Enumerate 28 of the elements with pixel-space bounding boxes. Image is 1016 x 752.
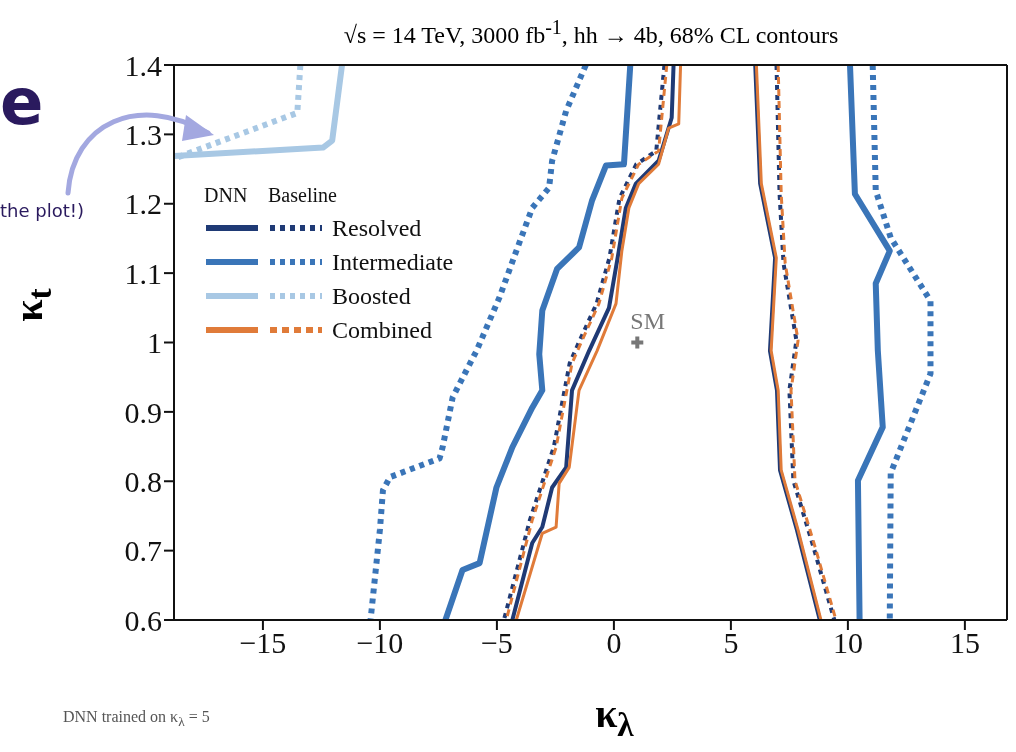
- chart-title: √s = 14 TeV, 3000 fb$^{-1}$, hh → 4b, 68% CL contours: [342, 16, 840, 49]
- y-tick-label: 1: [147, 326, 162, 360]
- y-tick-label: 0.9: [124, 395, 162, 429]
- y-tick-label: 1.3: [124, 118, 162, 152]
- legend-label: Boosted: [332, 282, 411, 310]
- series-label: SM: [630, 307, 665, 334]
- x-tick-label: 15: [949, 626, 980, 660]
- text: DNN trained on κ$_{λ}$ = 5: [63, 708, 210, 731]
- legend-label: Resolved: [332, 214, 422, 242]
- x-tick-label: −10: [356, 626, 404, 660]
- y-tick-label: 0.7: [124, 534, 162, 568]
- text: the plot!): [0, 200, 84, 221]
- y-tick-label: 0.8: [124, 464, 162, 498]
- x-tick-label: −15: [239, 626, 287, 660]
- x-tick-label: 5: [723, 626, 739, 660]
- annotation: Baseline: [268, 184, 337, 207]
- y-tick-label: 0.6: [124, 603, 162, 637]
- y-tick-label: 1.2: [124, 187, 162, 221]
- legend-label: Intermediate: [332, 248, 454, 276]
- y-tick-label: 1.1: [124, 256, 162, 290]
- y-tick-label: 1.4: [124, 48, 162, 82]
- x-tick-label: 0: [606, 626, 622, 660]
- x-axis-title: κ$_{λ}$: [594, 690, 635, 744]
- annotation: DNN: [204, 184, 249, 207]
- legend-label: Combined: [332, 316, 432, 344]
- x-tick-label: −5: [480, 626, 513, 660]
- x-tick-label: 10: [832, 626, 863, 660]
- text: e: [0, 65, 44, 139]
